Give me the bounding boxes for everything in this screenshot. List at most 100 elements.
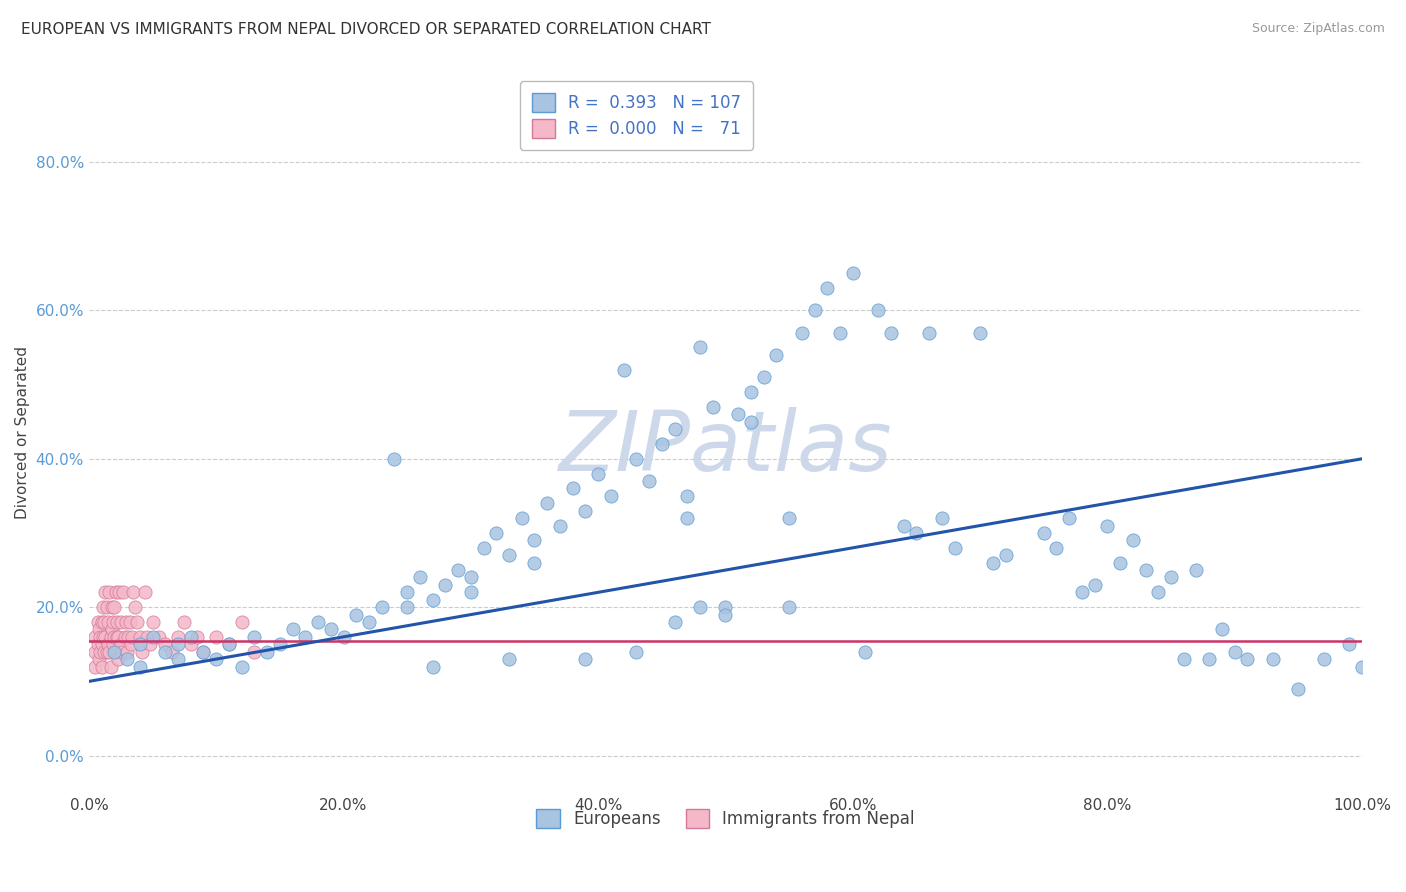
Point xyxy=(91,600,114,615)
Point xyxy=(931,511,953,525)
Point xyxy=(186,630,208,644)
Point xyxy=(790,326,813,340)
Point xyxy=(638,474,661,488)
Point xyxy=(100,630,122,644)
Point xyxy=(98,585,121,599)
Point xyxy=(1286,681,1309,696)
Point xyxy=(752,370,775,384)
Point xyxy=(97,615,120,629)
Point xyxy=(676,489,699,503)
Point xyxy=(114,615,136,629)
Point xyxy=(969,326,991,340)
Point xyxy=(994,548,1017,562)
Point xyxy=(434,578,457,592)
Point xyxy=(510,511,533,525)
Point xyxy=(101,623,124,637)
Point xyxy=(105,615,128,629)
Point xyxy=(1057,511,1080,525)
Point xyxy=(104,645,127,659)
Point xyxy=(1351,659,1374,673)
Point xyxy=(536,496,558,510)
Point xyxy=(155,645,177,659)
Point xyxy=(1122,533,1144,548)
Point xyxy=(243,645,266,659)
Point xyxy=(89,645,111,659)
Point xyxy=(128,659,150,673)
Point xyxy=(94,630,117,644)
Point xyxy=(148,630,170,644)
Point xyxy=(105,630,128,644)
Point xyxy=(107,630,129,644)
Point xyxy=(714,607,737,622)
Point xyxy=(586,467,609,481)
Point xyxy=(193,645,215,659)
Point xyxy=(136,630,159,644)
Point xyxy=(93,615,115,629)
Point xyxy=(880,326,903,340)
Point xyxy=(676,511,699,525)
Point xyxy=(1135,563,1157,577)
Point xyxy=(357,615,380,629)
Point xyxy=(460,585,482,599)
Point xyxy=(396,585,419,599)
Point xyxy=(344,607,367,622)
Point xyxy=(626,451,648,466)
Point xyxy=(740,384,762,399)
Point xyxy=(101,615,124,629)
Point xyxy=(765,348,787,362)
Point xyxy=(1185,563,1208,577)
Point xyxy=(1109,556,1132,570)
Point xyxy=(384,451,406,466)
Point xyxy=(1339,637,1361,651)
Point xyxy=(269,637,291,651)
Point xyxy=(281,623,304,637)
Point xyxy=(231,659,253,673)
Point xyxy=(84,630,107,644)
Point xyxy=(828,326,851,340)
Point xyxy=(205,652,228,666)
Point xyxy=(139,637,162,651)
Point xyxy=(574,504,596,518)
Point xyxy=(651,437,673,451)
Point xyxy=(121,630,143,644)
Point xyxy=(422,659,444,673)
Point xyxy=(108,585,131,599)
Point xyxy=(101,600,124,615)
Point xyxy=(89,630,111,644)
Point xyxy=(167,630,190,644)
Point xyxy=(702,400,724,414)
Point xyxy=(173,615,195,629)
Point xyxy=(107,652,129,666)
Point xyxy=(97,637,120,651)
Point xyxy=(134,585,156,599)
Point xyxy=(1173,652,1195,666)
Point xyxy=(103,645,125,659)
Point xyxy=(122,585,145,599)
Point xyxy=(128,637,150,651)
Point xyxy=(422,592,444,607)
Point xyxy=(155,637,177,651)
Point xyxy=(905,526,928,541)
Point xyxy=(613,363,636,377)
Point xyxy=(87,623,110,637)
Point xyxy=(118,615,141,629)
Point xyxy=(664,422,686,436)
Point xyxy=(87,637,110,651)
Point xyxy=(111,645,134,659)
Point xyxy=(1198,652,1220,666)
Point xyxy=(205,630,228,644)
Point xyxy=(599,489,621,503)
Point xyxy=(803,303,825,318)
Point xyxy=(626,645,648,659)
Point xyxy=(714,600,737,615)
Point xyxy=(1147,585,1170,599)
Point xyxy=(689,341,711,355)
Point xyxy=(498,652,520,666)
Point xyxy=(842,266,865,280)
Point xyxy=(96,600,118,615)
Point xyxy=(472,541,495,555)
Point xyxy=(218,637,240,651)
Point xyxy=(96,645,118,659)
Point xyxy=(90,615,112,629)
Point xyxy=(1211,623,1233,637)
